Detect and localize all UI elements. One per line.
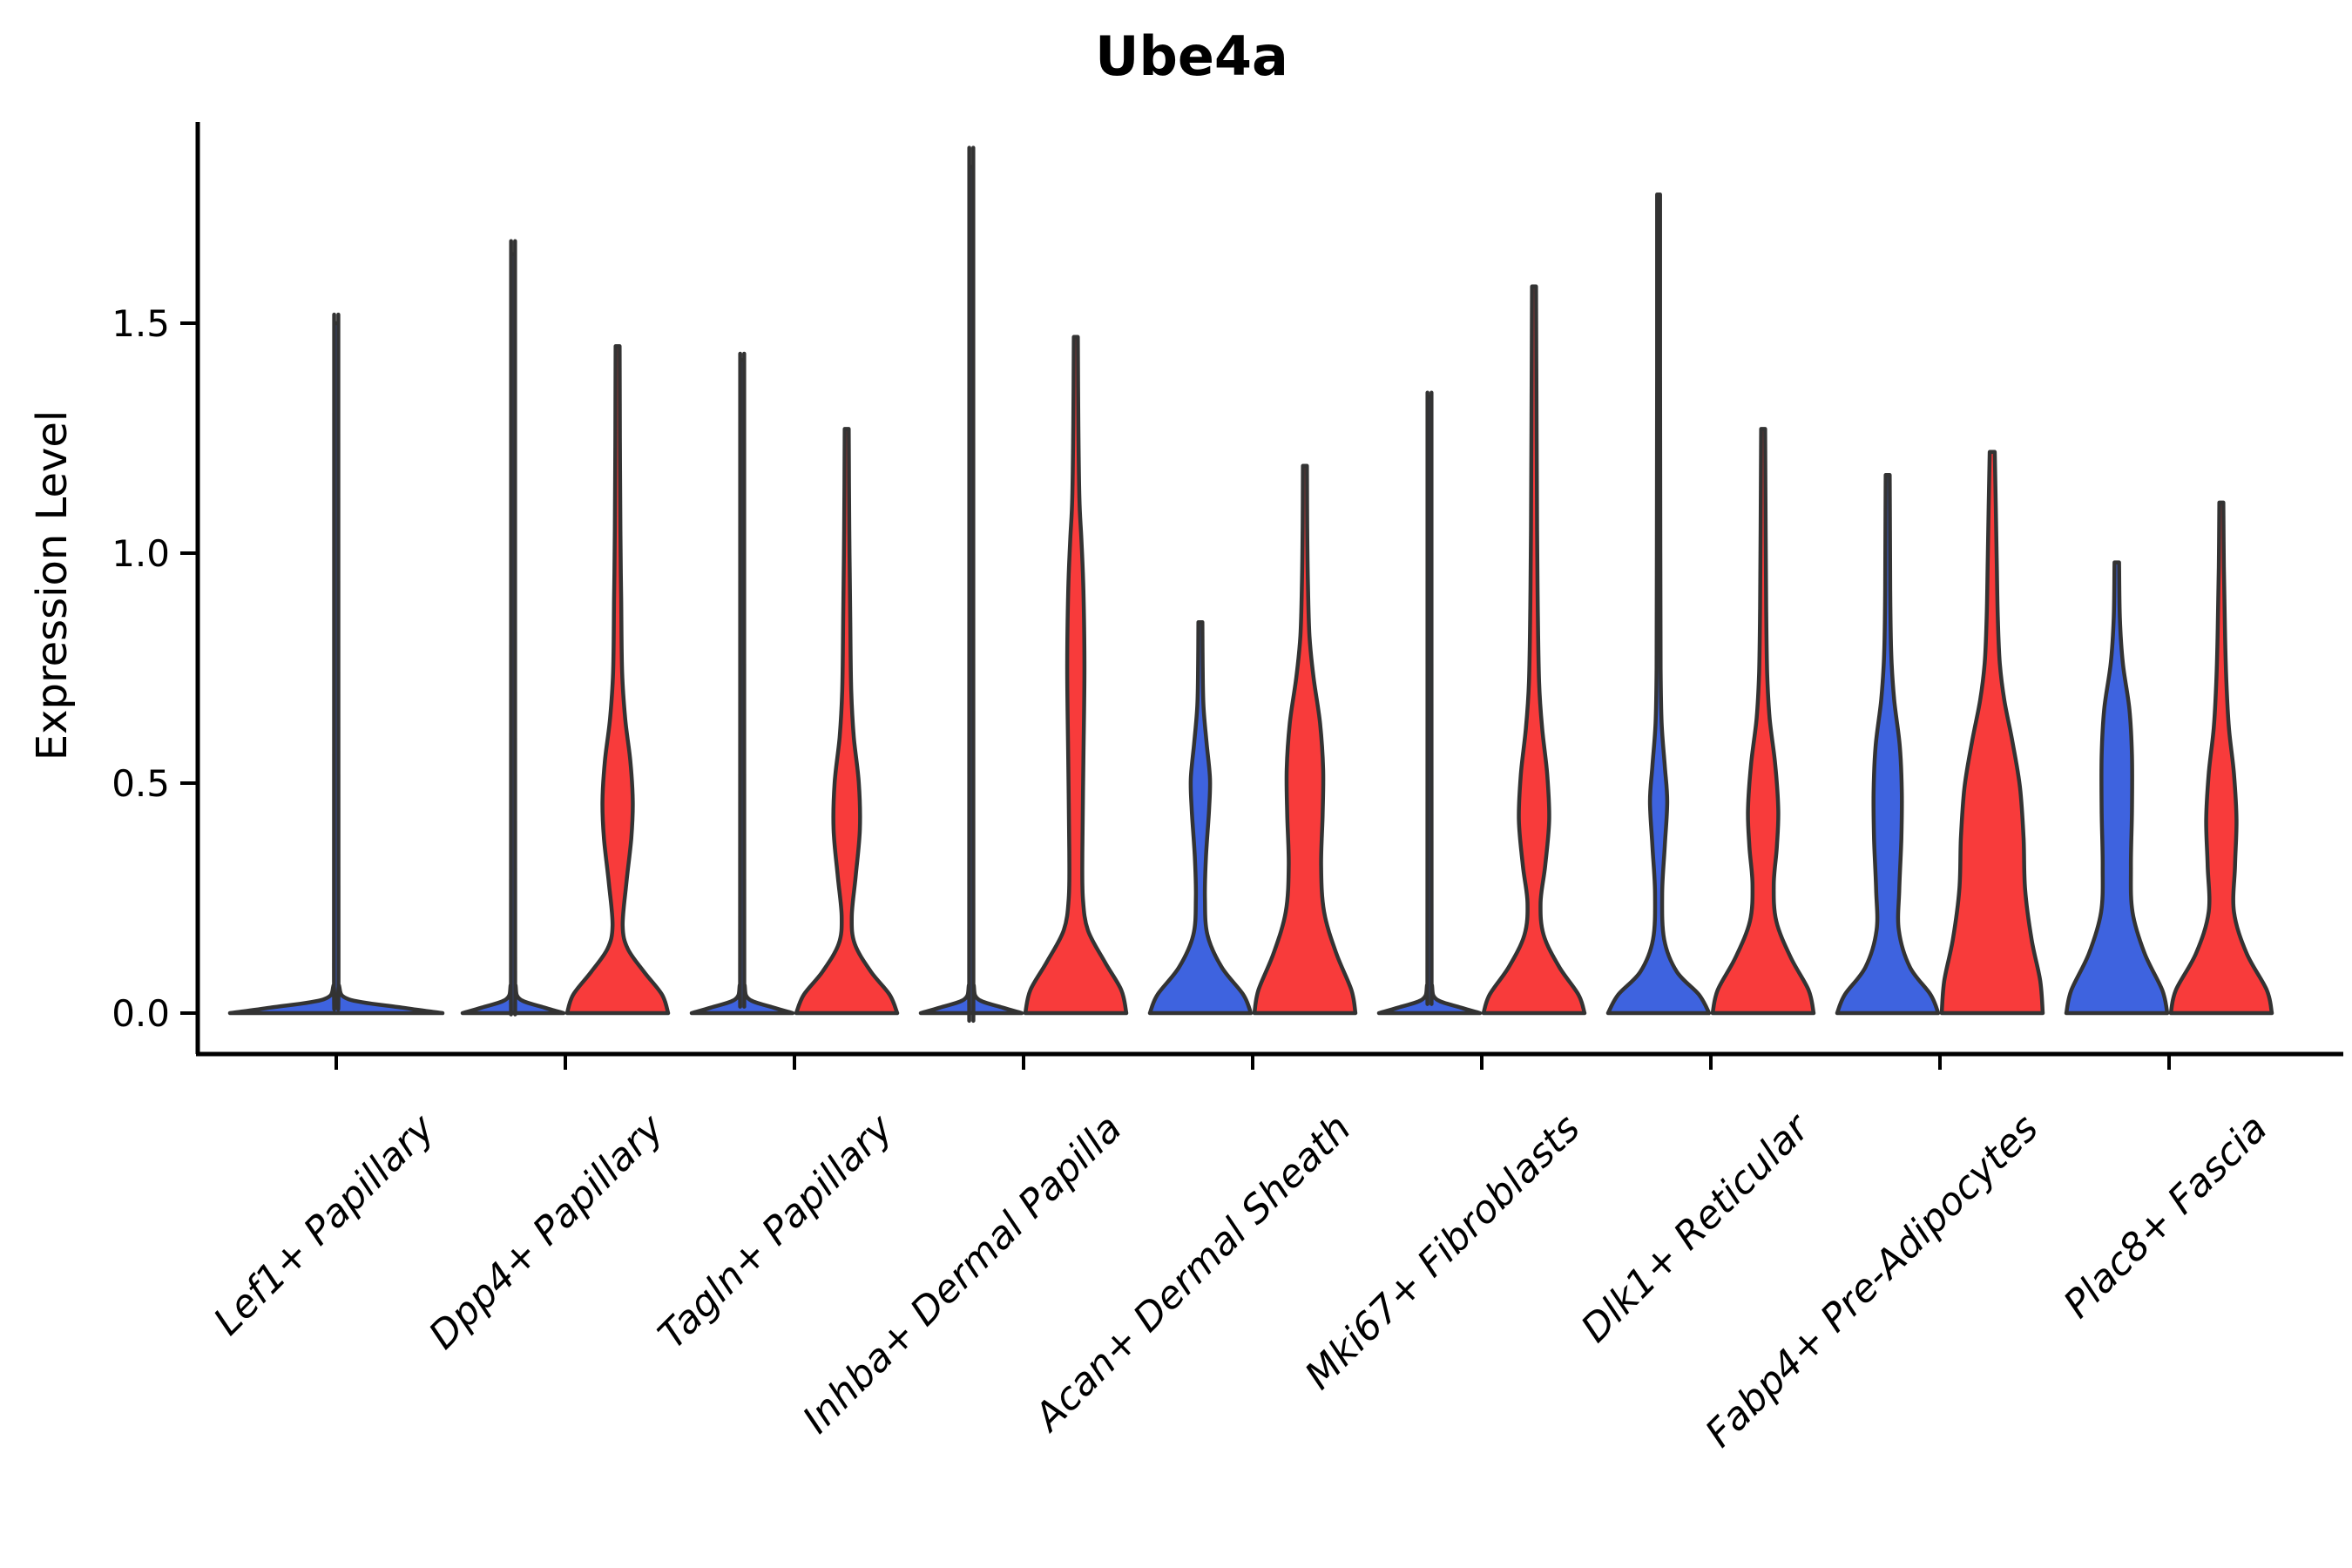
violin-red-inhba-dermal-papilla <box>1023 335 1129 1016</box>
y-axis-title: Expression Level <box>28 409 77 761</box>
violin-blue-lef1-papillary <box>227 312 445 1016</box>
violin-blue-fabp4-pre-adipocytes <box>1835 472 1941 1016</box>
violin-red-dpp4-papillary <box>564 344 671 1016</box>
violin-red-acan-dermal-sheath <box>1252 463 1358 1016</box>
violin-blue-dpp4-papillary <box>460 239 566 1017</box>
violin-red-dlk1-reticular <box>1710 427 1816 1016</box>
x-tick-label: Dlk1+ Reticular <box>1572 1105 1819 1351</box>
y-tick-label: 0.0 <box>112 992 170 1035</box>
x-tick-label: Dpp4+ Papillary <box>421 1105 673 1358</box>
y-tick-label: 1.5 <box>112 302 170 345</box>
violin-blue-plac8-fascia <box>2064 560 2170 1016</box>
violin-blue-inhba-dermal-papilla <box>918 145 1024 1023</box>
x-tick-label: Lef1+ Papillary <box>206 1105 444 1344</box>
y-tick-label: 0.5 <box>112 762 170 805</box>
x-tick-label: Plac8+ Fascia <box>2055 1106 2275 1327</box>
violin-blue-tagln-papillary <box>689 351 795 1016</box>
violin-red-plac8-fascia <box>2168 500 2274 1016</box>
violin-blue-mki67-fibroblasts <box>1376 390 1483 1016</box>
violin-blue-dlk1-reticular <box>1605 192 1712 1016</box>
violin-red-fabp4-pre-adipocytes <box>1939 449 2045 1016</box>
violin-red-tagln-papillary <box>794 427 900 1016</box>
y-tick-label: 1.0 <box>112 532 170 575</box>
chart-title: Ube4a <box>1095 24 1288 88</box>
violin-blue-acan-dermal-sheath <box>1147 619 1254 1016</box>
x-tick-label: Tagln+ Papillary <box>650 1105 902 1357</box>
violin-red-mki67-fibroblasts <box>1481 284 1587 1016</box>
